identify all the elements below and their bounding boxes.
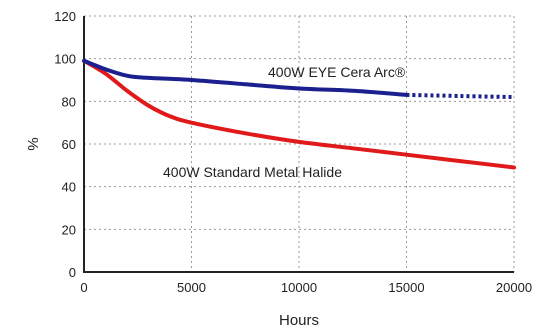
y-axis-title: %	[24, 137, 41, 150]
series-label-metal-halide: 400W Standard Metal Halide	[163, 164, 342, 180]
y-tick-label: 60	[62, 137, 76, 152]
x-tick-label: 0	[80, 280, 87, 295]
y-tick-label: 80	[62, 94, 76, 109]
x-tick-label: 5000	[177, 280, 206, 295]
series	[82, 58, 516, 170]
series-line-cera-arc-extrapolated	[406, 92, 515, 100]
series-label-cera-arc: 400W EYE Cera Arc®	[268, 64, 406, 80]
grid	[84, 15, 515, 272]
y-tick-label: 100	[54, 52, 76, 67]
y-tick-label: 20	[62, 222, 76, 237]
y-tick-label: 40	[62, 180, 76, 195]
series-line-metal-halide	[82, 58, 516, 170]
series-line-cera-arc	[82, 58, 409, 97]
x-tick-label: 15000	[388, 280, 424, 295]
x-tick-labels: 0 5000 10000 15000 20000	[80, 280, 532, 295]
x-tick-label: 20000	[496, 280, 532, 295]
x-tick-label: 10000	[281, 280, 317, 295]
y-tick-labels: 0 20 40 60 80 100 120	[54, 9, 76, 280]
axes	[83, 16, 514, 273]
x-axis-title: Hours	[279, 312, 319, 329]
plot-frame	[83, 16, 514, 273]
y-tick-label: 0	[69, 265, 76, 280]
y-tick-label: 120	[54, 9, 76, 24]
